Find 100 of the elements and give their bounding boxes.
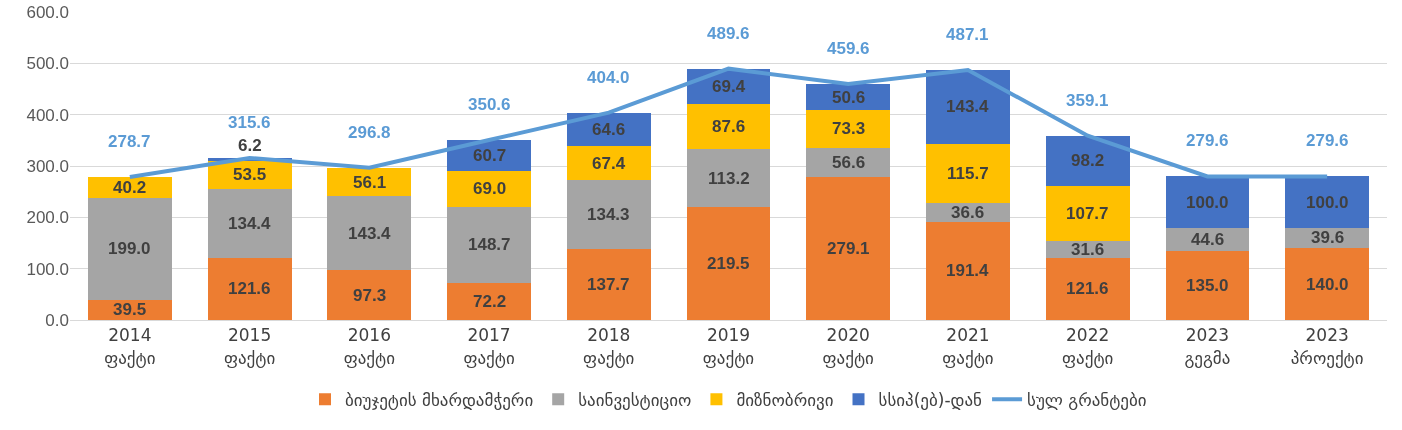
y-tick-label: 400.0 (26, 105, 69, 125)
data-label: 39.5 (113, 300, 147, 319)
bar (447, 171, 531, 207)
bar (566, 249, 651, 320)
data-label: 143.4 (348, 224, 392, 243)
data-label: 121.6 (1066, 279, 1109, 298)
data-label: 489.6 (707, 24, 750, 43)
data-label: 404.0 (587, 68, 630, 87)
data-label: 69.0 (473, 179, 507, 198)
x-tick-label: 2023 პროექტი (1290, 325, 1364, 368)
data-label: 56.1 (353, 173, 387, 192)
bar (447, 206, 531, 283)
legend-label: საინვესტიციო (578, 389, 692, 410)
data-label: 73.3 (832, 119, 866, 138)
legend-label: მიზნობრივი (736, 389, 834, 410)
y-tick-label: 500.0 (26, 54, 69, 74)
data-label: 199.0 (108, 239, 151, 258)
data-label: 67.4 (592, 154, 626, 173)
bar (566, 180, 651, 250)
data-label: 143.4 (946, 97, 990, 116)
data-label: 31.6 (1071, 240, 1105, 259)
x-tick-label: 2017 ფაქტი (463, 325, 515, 368)
data-label: 359.1 (1066, 91, 1109, 110)
bar (926, 221, 1010, 320)
x-tick-label: 2022 ფაქტი (1062, 325, 1114, 368)
data-label: 487.1 (946, 25, 989, 44)
data-label: 100.0 (1186, 193, 1229, 212)
data-label: 219.5 (707, 254, 750, 273)
data-label: 69.4 (712, 77, 746, 96)
data-label: 148.7 (468, 235, 511, 254)
data-label: 134.3 (587, 205, 630, 224)
data-label: 72.2 (473, 292, 507, 311)
data-label: 279.6 (1306, 131, 1349, 150)
data-label: 113.2 (708, 169, 750, 188)
data-label: 97.3 (353, 286, 387, 305)
x-tick-label: 2015 ფაქტი (223, 325, 276, 368)
data-label: 459.6 (827, 39, 870, 58)
bar (566, 145, 651, 181)
data-label: 278.7 (108, 132, 151, 151)
bar (926, 69, 1010, 144)
data-label: 53.5 (233, 165, 267, 184)
legend-label: ბიუჯეტის მხარდამჭერი (345, 389, 534, 410)
x-tick-label: 2018 ფაქტი (583, 325, 635, 368)
data-label: 40.2 (113, 178, 147, 197)
data-label: 6.2 (238, 136, 262, 155)
x-tick-label: 2020 ფაქტი (822, 325, 874, 368)
y-tick-label: 600.0 (26, 2, 69, 22)
bar (926, 143, 1010, 203)
y-tick-label: 200.0 (26, 208, 69, 228)
bar (806, 176, 891, 320)
legend-label: სსიპ(ებ)-დან (878, 389, 983, 410)
bar (327, 270, 412, 320)
bar (686, 149, 771, 208)
bar (1165, 176, 1250, 228)
data-label: 39.6 (1311, 228, 1345, 247)
x-tick-label: 2019 ფაქტი (702, 325, 755, 368)
data-label: 315.6 (228, 113, 271, 132)
data-label: 87.6 (712, 117, 746, 136)
data-label: 60.7 (473, 146, 507, 165)
bar (327, 196, 412, 271)
bar (207, 257, 292, 320)
data-label: 135.0 (1186, 276, 1229, 295)
data-label: 115.7 (947, 164, 989, 183)
bar (1165, 250, 1250, 320)
data-label: 140.0 (1306, 275, 1349, 294)
x-tick-label: 2021 ფაქტი (942, 325, 994, 368)
x-tick-label: 2023 გეგმა (1184, 325, 1231, 368)
data-label: 350.6 (468, 95, 511, 114)
bar (207, 188, 292, 258)
data-label: 279.6 (1186, 131, 1229, 150)
bar (87, 197, 172, 300)
bar (686, 207, 771, 320)
data-label: 44.6 (1191, 230, 1225, 249)
data-label: 98.2 (1071, 151, 1105, 170)
data-label: 137.7 (587, 275, 630, 294)
bar (447, 282, 531, 320)
x-tick-label: 2014 ფაქტი (104, 325, 156, 368)
data-label: 100.0 (1306, 193, 1349, 212)
bar (806, 110, 891, 148)
legend-label: სულ გრანტები (1027, 389, 1147, 410)
x-tick-label: 2016 ფაქტი (343, 325, 395, 368)
bar (1285, 248, 1370, 320)
data-label: 64.6 (592, 120, 626, 139)
data-label: 279.1 (827, 239, 870, 258)
bar (686, 104, 771, 150)
data-label: 36.6 (951, 203, 985, 222)
bar (1045, 257, 1130, 320)
y-tick-label: 300.0 (26, 156, 69, 176)
bar (806, 147, 891, 177)
data-label: 296.8 (348, 123, 391, 142)
data-label: 56.6 (832, 153, 866, 172)
y-tick-label: 100.0 (26, 259, 69, 279)
data-label: 107.7 (1066, 204, 1109, 223)
data-label: 191.4 (946, 261, 990, 280)
data-label: 121.6 (228, 279, 271, 298)
bar (1285, 176, 1370, 228)
data-label: 50.6 (832, 88, 866, 107)
bar (1045, 186, 1130, 242)
data-label: 134.4 (228, 214, 272, 233)
y-tick-label: 0.0 (45, 310, 69, 330)
